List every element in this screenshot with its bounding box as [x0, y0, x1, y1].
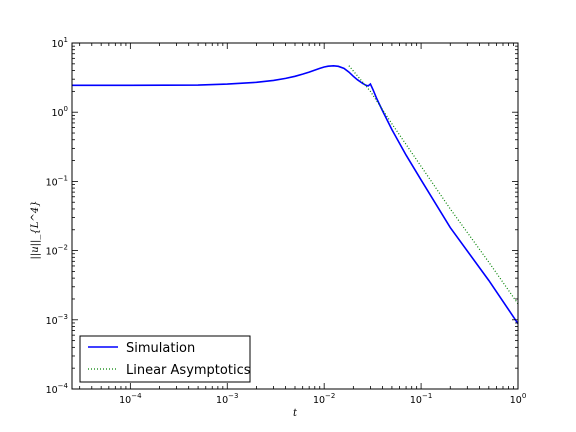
- tick-labels: 10−4 10−3 10−2 10−1 100 10−4 10−3 10−2 10−1 100 10…: [46, 36, 527, 406]
- series-line-linear-asymptotics: [348, 65, 519, 305]
- y-tick-label: 100: [51, 105, 68, 119]
- y-tick-label: 10−2: [46, 244, 68, 258]
- x-tick-label: 10−3: [216, 392, 238, 406]
- legend: Simulation Linear Asymptotics: [79, 335, 251, 383]
- x-tick-label: 10−4: [119, 392, 142, 406]
- legend-label-simulation: Simulation: [126, 341, 195, 356]
- legend-box: [79, 335, 251, 383]
- y-tick-label: 10−3: [46, 313, 68, 327]
- legend-label-linear-asymptotics: Linear Asymptotics: [126, 363, 251, 378]
- series-line-simulation: [72, 65, 519, 325]
- x-tick-label: 10−2: [313, 392, 335, 406]
- plot-frame: [71, 42, 519, 390]
- x-tick-label: 10−1: [410, 392, 432, 406]
- x-axis-label: t: [293, 408, 298, 419]
- y-axis-label: ||u||_{L^4}: [30, 200, 41, 259]
- y-tick-label: 10−1: [46, 174, 68, 188]
- series-layer: [72, 65, 519, 325]
- y-tick-label: 101: [51, 36, 68, 50]
- x-tick-label: 100: [510, 392, 527, 406]
- y-tick-label: 10−4: [46, 382, 69, 396]
